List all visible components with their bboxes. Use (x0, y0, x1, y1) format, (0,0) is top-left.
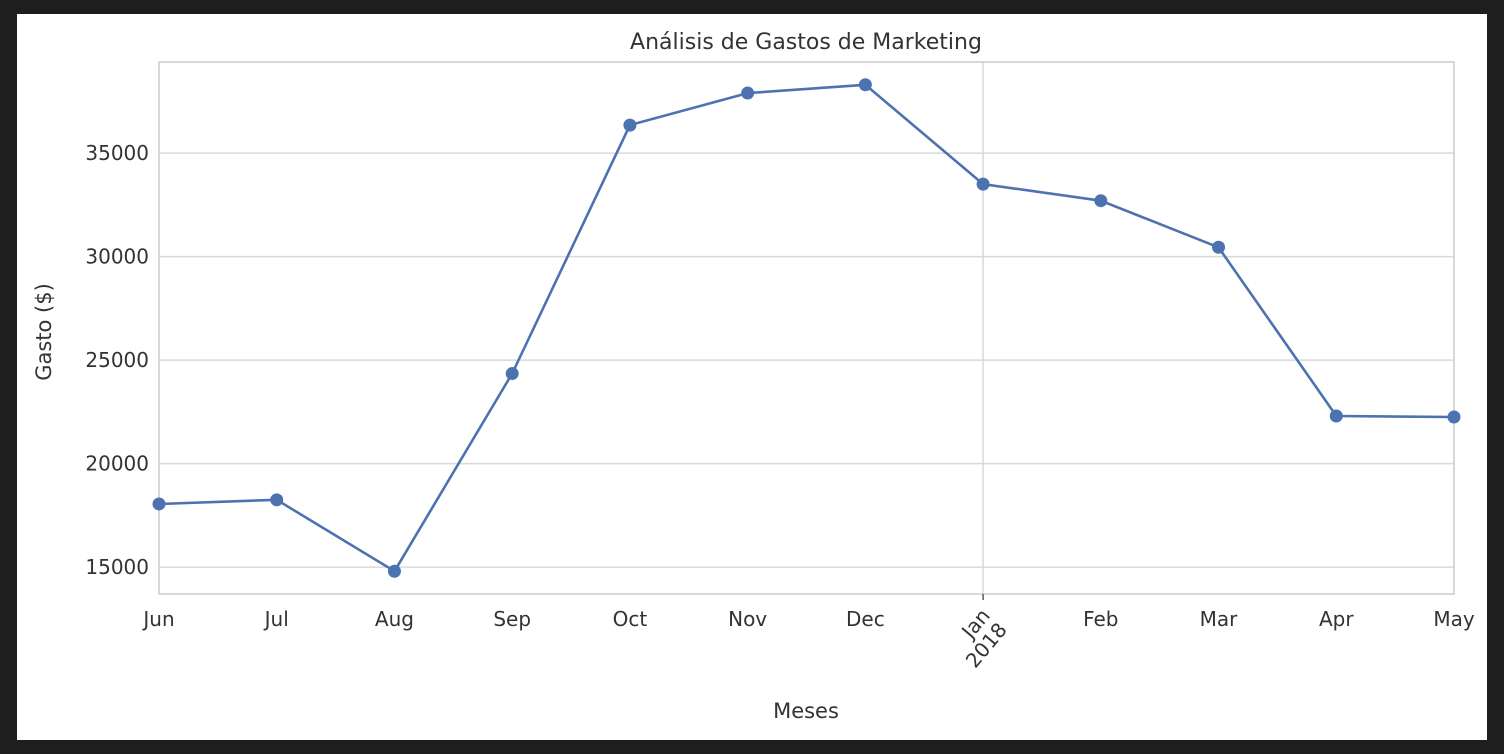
y-tick-label: 35000 (85, 141, 149, 165)
y-axis-label: Gasto ($) (32, 283, 56, 381)
plot-frame (158, 61, 1455, 595)
series-line (158, 83, 1455, 573)
x-tick-label: Jul (263, 607, 289, 631)
x-tick-label: Jun (141, 607, 174, 631)
x-tick-label: Dec (846, 607, 885, 631)
data-point (505, 367, 519, 381)
y-tick-label: 25000 (85, 348, 149, 372)
chart-title: Análisis de Gastos de Marketing (630, 30, 982, 55)
data-point (152, 497, 166, 511)
y-tick-label: 15000 (85, 555, 149, 579)
data-point (858, 78, 872, 92)
series-layer (152, 78, 1461, 578)
x-tick-label: Feb (1083, 607, 1118, 631)
data-point (270, 493, 284, 507)
data-point (1212, 240, 1226, 254)
data-point (1447, 410, 1461, 424)
chart-figure: 15000 20000 25000 30000 35000 Jun Jul Aug Sep Oc… (17, 14, 1487, 740)
data-point (623, 118, 637, 132)
grid (159, 62, 1454, 594)
x-tick-label: Mar (1200, 607, 1239, 631)
line-chart: 15000 20000 25000 30000 35000 Jun Jul Aug Sep Oc… (32, 30, 1475, 723)
x-tick-label: Nov (728, 607, 767, 631)
data-point (1094, 194, 1108, 208)
data-point (741, 86, 755, 100)
y-tick-label: 30000 (85, 245, 149, 269)
x-tick-label: Oct (613, 607, 648, 631)
x-tick-label: Sep (493, 607, 531, 631)
data-point (1329, 409, 1343, 423)
x-tick-labels: Jun Jul Aug Sep Oct Nov Dec Jan2018 Feb Mar Apr May (141, 594, 1475, 673)
x-tick-label: Jan2018 (944, 604, 1012, 673)
data-point (387, 564, 401, 578)
x-axis-label: Meses (773, 699, 839, 723)
x-tick-label: Apr (1319, 607, 1354, 631)
y-tick-label: 20000 (85, 452, 149, 476)
x-tick-label: May (1433, 607, 1475, 631)
y-tick-labels: 15000 20000 25000 30000 35000 (85, 141, 149, 579)
x-tick-label: Aug (375, 607, 414, 631)
data-point (976, 177, 990, 191)
